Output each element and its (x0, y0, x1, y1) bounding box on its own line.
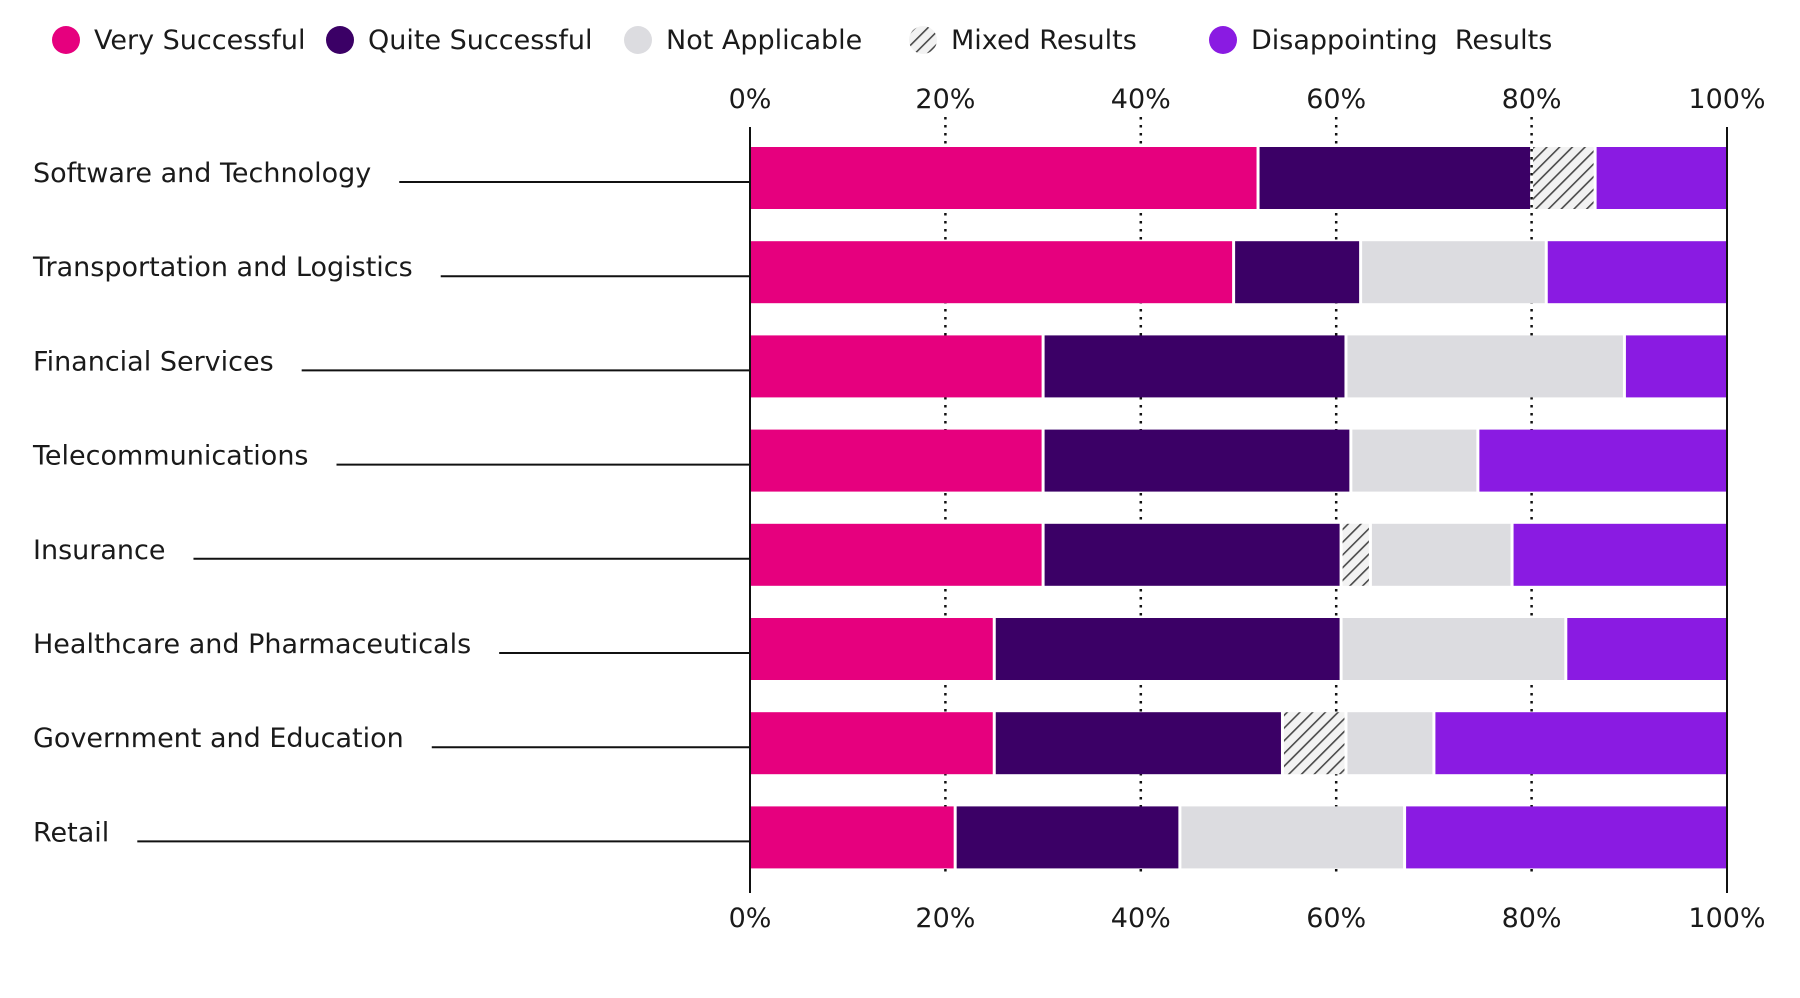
bar-row-insurance (750, 523, 1727, 586)
legend-swatch-disappointing-results (1209, 26, 1237, 54)
category-label: Software and Technology (33, 158, 371, 189)
category-label: Healthcare and Pharmaceuticals (33, 629, 471, 660)
bar-segment-quite-successful (995, 712, 1281, 775)
bar-segment-quite-successful (995, 618, 1340, 680)
legend-swatch-quite-successful (326, 26, 354, 54)
bar-segment-disappointing-results (1567, 618, 1727, 680)
bar-segment-disappointing-results (1513, 523, 1727, 586)
category-label: Government and Education (33, 723, 404, 754)
bar-segment-very-successful (750, 335, 1042, 398)
legend-swatch-not-applicable (624, 26, 652, 54)
legend-swatch-mixed-results (909, 26, 937, 54)
axes: 0% 0% 20% 20% 40% 40% 60% 60% 80% 80% 100% 100% (729, 84, 1766, 934)
bar-segment-mixed-results (1533, 147, 1594, 209)
category-label: Insurance (33, 535, 165, 566)
top-tick-label: 40% (1111, 84, 1171, 115)
bottom-tick-label: 0% (729, 903, 772, 934)
legend: Very Successful Quite Successful Not Appli… (52, 25, 1552, 56)
bar-row-healthcare-and-pharmaceuticals (750, 618, 1727, 680)
bar-row-retail (750, 806, 1727, 869)
legend-item-mixed-results: Mixed Results (909, 25, 1137, 56)
bar-segment-disappointing-results (1625, 335, 1727, 398)
bar-segment-very-successful (750, 618, 993, 680)
bar-segment-disappointing-results (1547, 241, 1727, 304)
bar-row-telecommunications (750, 429, 1727, 492)
top-tick-label: 80% (1502, 84, 1562, 115)
category-label: Financial Services (33, 346, 274, 377)
bar-segment-disappointing-results (1479, 429, 1727, 492)
bottom-tick-label: 20% (915, 903, 975, 934)
bar-segment-very-successful (750, 147, 1257, 209)
legend-item-disappointing-results: Disappointing Results (1209, 25, 1552, 56)
legend-swatch-very-successful (52, 26, 80, 54)
bar-segment-very-successful (750, 523, 1042, 586)
bar-segment-very-successful (750, 806, 954, 869)
category-label: Telecommunications (32, 441, 309, 472)
bar-segment-very-successful (750, 712, 993, 775)
bar-segment-disappointing-results (1435, 712, 1727, 775)
bottom-tick-label: 80% (1502, 903, 1562, 934)
top-tick-label: 0% (729, 84, 772, 115)
bottom-tick-label: 60% (1306, 903, 1366, 934)
legend-item-very-successful: Very Successful (52, 25, 305, 56)
bar-row-financial-services (750, 335, 1727, 398)
category-label: Transportation and Logistics (32, 252, 413, 283)
bottom-tick-label: 100% (1688, 903, 1765, 934)
bar-segment-not-applicable (1362, 241, 1545, 304)
bar-segment-not-applicable (1371, 523, 1511, 586)
category-labels: Software and Technology Transportation an… (32, 158, 471, 848)
legend-label: Quite Successful (368, 25, 592, 56)
bar-segment-not-applicable (1352, 429, 1477, 492)
bar-segment-not-applicable (1181, 806, 1404, 869)
bar-row-transportation-and-logistics (750, 241, 1727, 304)
legend-item-quite-successful: Quite Successful (326, 25, 592, 56)
bar-segment-very-successful (750, 429, 1042, 492)
bar-segment-not-applicable (1347, 335, 1623, 398)
bar-segment-disappointing-results (1596, 147, 1727, 209)
bar-segment-mixed-results (1342, 523, 1369, 586)
top-tick-label: 60% (1306, 84, 1366, 115)
bar-segment-disappointing-results (1406, 806, 1727, 869)
bar-segment-mixed-results (1283, 712, 1345, 775)
bar-segment-quite-successful (1044, 429, 1350, 492)
bottom-tick-label: 40% (1111, 903, 1171, 934)
bar-segment-not-applicable (1347, 712, 1433, 775)
bar-segment-quite-successful (1259, 147, 1531, 209)
top-tick-label: 100% (1688, 84, 1765, 115)
category-leader-lines (137, 181, 750, 843)
legend-label: Mixed Results (951, 25, 1137, 56)
category-label: Retail (33, 817, 109, 848)
bar-segment-quite-successful (1044, 523, 1340, 586)
legend-label: Very Successful (94, 25, 305, 56)
legend-item-not-applicable: Not Applicable (624, 25, 862, 56)
bars (750, 147, 1727, 869)
bar-row-software-and-technology (750, 147, 1727, 209)
legend-label: Disappointing Results (1251, 25, 1552, 56)
bar-segment-very-successful (750, 241, 1233, 304)
bar-segment-quite-successful (1235, 241, 1360, 304)
bar-segment-quite-successful (956, 806, 1179, 869)
bar-segment-quite-successful (1044, 335, 1345, 398)
legend-label: Not Applicable (666, 25, 862, 56)
gridlines (944, 117, 1533, 873)
bar-segment-not-applicable (1342, 618, 1565, 680)
top-tick-label: 20% (915, 84, 975, 115)
bar-row-government-and-education (750, 712, 1727, 775)
